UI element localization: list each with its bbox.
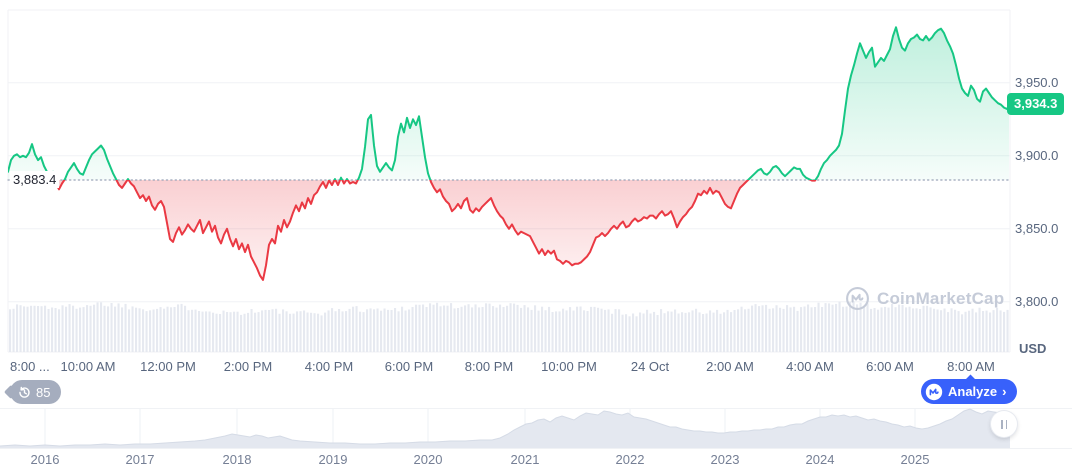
analyze-button[interactable]: Analyze › <box>921 379 1018 404</box>
x-axis-label: 8:00 PM <box>464 359 514 374</box>
history-clock-icon <box>19 386 30 398</box>
coinmarketcap-watermark: CoinMarketCap <box>845 286 1004 311</box>
navigator-year-label: 2025 <box>900 452 930 467</box>
navigator-year-label: 2016 <box>30 452 60 467</box>
navigator-year-label: 2018 <box>222 452 252 467</box>
x-axis-label: 8:00 AM <box>947 359 995 374</box>
x-axis-label: 2:00 AM <box>706 359 754 374</box>
navigator-year-label: 2020 <box>413 452 443 467</box>
x-axis-label: 2:00 PM <box>223 359 273 374</box>
x-axis-label: 24 Oct <box>630 359 670 374</box>
handle-grip-icon <box>1001 419 1003 429</box>
x-axis-label: 6:00 PM <box>384 359 434 374</box>
navigator-year-label: 2024 <box>805 452 835 467</box>
navigator-range-handle[interactable] <box>991 411 1017 437</box>
x-axis-label: 4:00 PM <box>304 359 354 374</box>
x-axis-label: 4:00 AM <box>786 359 834 374</box>
current-price-badge: 3,934.3 <box>1007 93 1065 115</box>
navigator-year-label: 2019 <box>318 452 348 467</box>
analyze-label: Analyze <box>948 384 998 399</box>
coinmarketcap-logo-icon <box>846 287 869 310</box>
baseline-value-label: 3,883.4 <box>10 171 60 188</box>
navigator-year-label: 2023 <box>710 452 740 467</box>
navigator-year-label: 2017 <box>125 452 155 467</box>
y-axis-label: 3,900.0 <box>1015 148 1059 163</box>
watermark-text: CoinMarketCap <box>877 288 1005 308</box>
handle-grip-icon <box>1005 419 1007 429</box>
analyze-logo-icon <box>925 383 943 400</box>
currency-unit-label: USD <box>1019 341 1047 356</box>
x-axis-label: 6:00 AM <box>866 359 914 374</box>
x-axis-label: 10:00 AM <box>60 359 116 374</box>
history-count-badge[interactable]: 85 <box>10 380 62 404</box>
navigator-year-label: 2022 <box>615 452 645 467</box>
x-axis-label: 8:00 ... <box>10 359 50 374</box>
x-axis-label: 10:00 PM <box>541 359 597 374</box>
y-axis-label: 3,850.0 <box>1015 221 1059 236</box>
history-count: 85 <box>36 384 51 400</box>
x-axis-label: 12:00 PM <box>140 359 196 374</box>
y-axis-label: 3,800.0 <box>1015 294 1059 309</box>
chevron-right-icon: › <box>1002 383 1007 399</box>
navigator-year-label: 2021 <box>510 452 540 467</box>
y-axis-label: 3,950.0 <box>1015 75 1059 90</box>
